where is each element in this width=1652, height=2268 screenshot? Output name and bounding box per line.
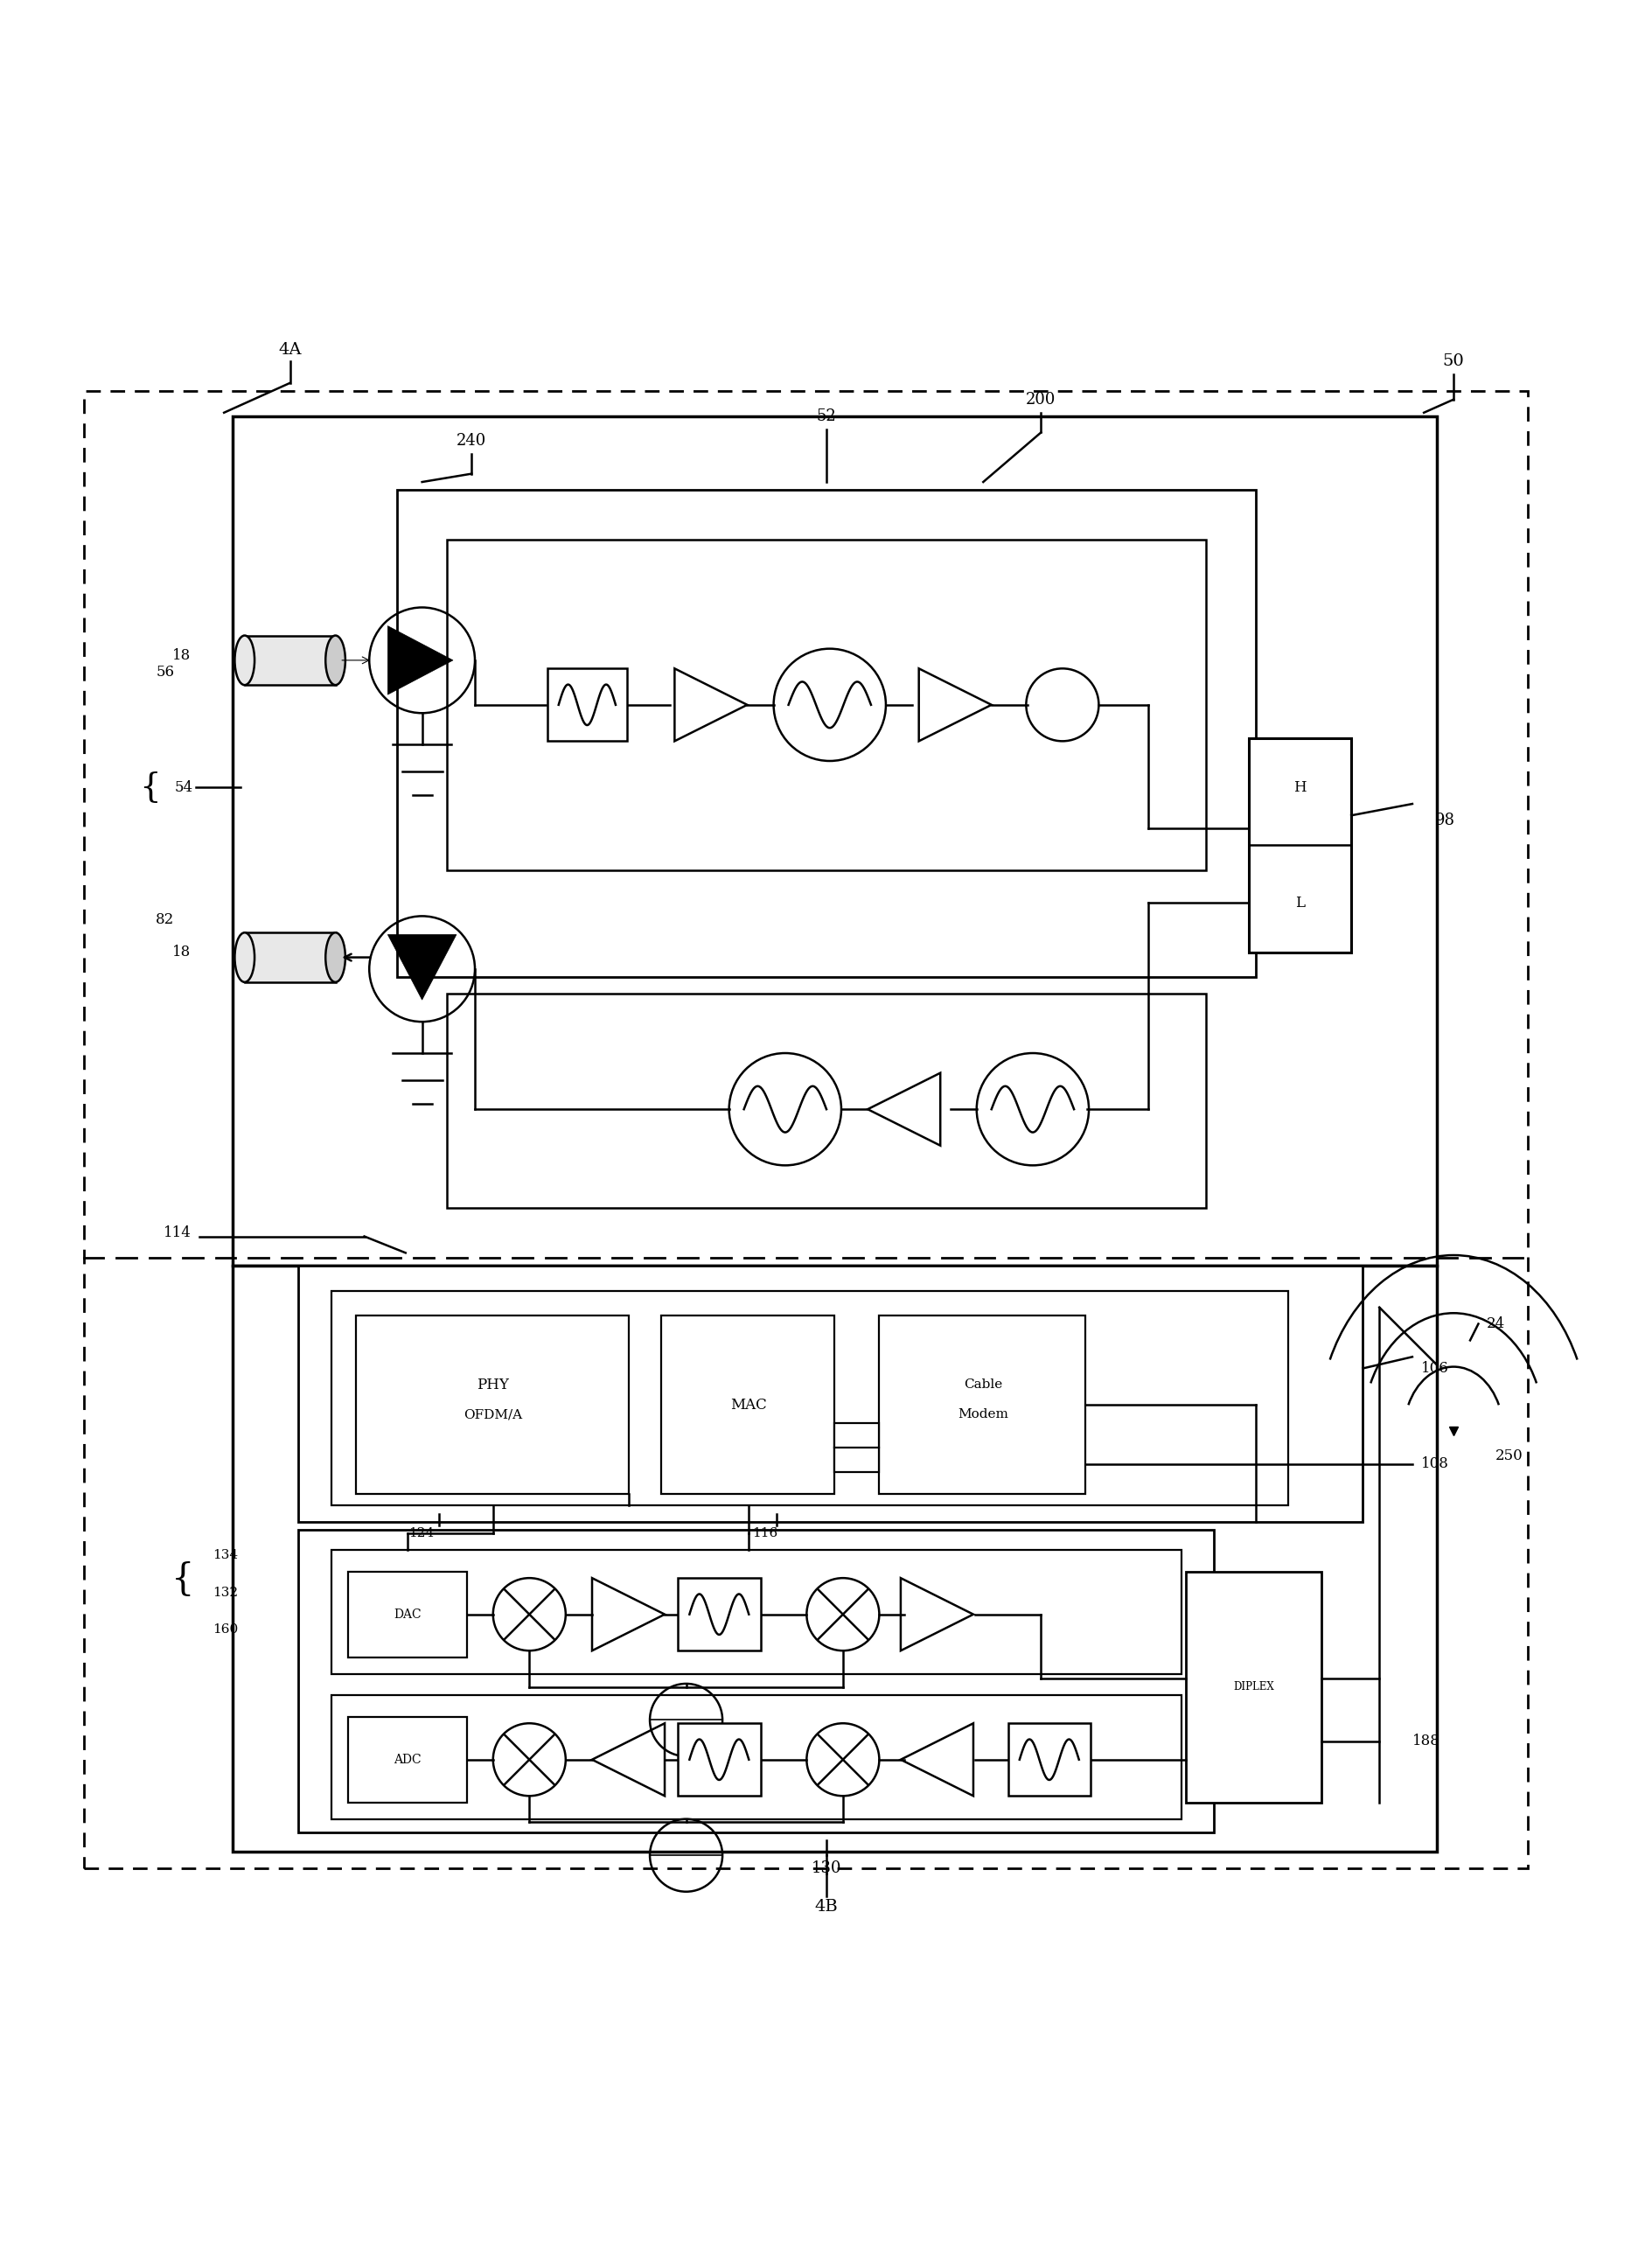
Bar bbox=[1186, 1572, 1322, 1803]
Bar bbox=[244, 635, 335, 685]
Bar bbox=[446, 993, 1206, 1209]
Text: 240: 240 bbox=[456, 433, 486, 449]
Bar bbox=[834, 1422, 879, 1472]
Bar bbox=[330, 1694, 1181, 1819]
Bar bbox=[244, 932, 335, 982]
Text: 188: 188 bbox=[1411, 1735, 1439, 1749]
Bar bbox=[297, 1531, 1214, 1833]
Text: DIPLEX: DIPLEX bbox=[1232, 1681, 1274, 1692]
Bar bbox=[355, 1315, 628, 1495]
Bar bbox=[547, 669, 626, 742]
Bar bbox=[1008, 1724, 1090, 1796]
Text: 52: 52 bbox=[816, 408, 836, 424]
Text: 108: 108 bbox=[1421, 1456, 1447, 1472]
Text: Cable: Cable bbox=[963, 1379, 1003, 1390]
Text: OFDM/A: OFDM/A bbox=[464, 1408, 522, 1420]
Text: 106: 106 bbox=[1421, 1361, 1447, 1377]
Text: 130: 130 bbox=[811, 1860, 841, 1876]
Text: 56: 56 bbox=[155, 665, 175, 678]
Text: 24: 24 bbox=[1485, 1315, 1505, 1331]
Text: 98: 98 bbox=[1434, 812, 1455, 828]
Bar bbox=[84, 390, 1526, 1869]
Text: MAC: MAC bbox=[730, 1397, 767, 1413]
Bar bbox=[446, 540, 1206, 871]
Text: L: L bbox=[1295, 896, 1303, 909]
Bar bbox=[879, 1315, 1085, 1495]
Text: DAC: DAC bbox=[393, 1608, 421, 1619]
Text: H: H bbox=[1294, 780, 1305, 794]
Text: {: { bbox=[172, 1560, 195, 1599]
Text: 200: 200 bbox=[1026, 392, 1056, 408]
Text: 50: 50 bbox=[1442, 354, 1464, 370]
Bar bbox=[347, 1717, 466, 1803]
Text: 114: 114 bbox=[164, 1225, 192, 1241]
Bar bbox=[347, 1572, 466, 1658]
Text: Modem: Modem bbox=[958, 1408, 1008, 1420]
Text: 132: 132 bbox=[213, 1588, 238, 1599]
Polygon shape bbox=[388, 934, 456, 1000]
Bar bbox=[330, 1290, 1289, 1506]
Text: 134: 134 bbox=[213, 1549, 238, 1560]
Text: 18: 18 bbox=[172, 649, 192, 662]
Ellipse shape bbox=[325, 932, 345, 982]
Bar bbox=[233, 1266, 1436, 1853]
Text: PHY: PHY bbox=[477, 1377, 509, 1393]
Text: ADC: ADC bbox=[393, 1753, 421, 1767]
Bar bbox=[661, 1315, 834, 1495]
Bar bbox=[677, 1724, 760, 1796]
Ellipse shape bbox=[235, 635, 254, 685]
Ellipse shape bbox=[325, 635, 345, 685]
Text: {: { bbox=[139, 771, 160, 803]
Text: 82: 82 bbox=[155, 912, 175, 928]
Bar bbox=[677, 1579, 760, 1651]
Text: 4A: 4A bbox=[278, 342, 301, 358]
Text: 4B: 4B bbox=[814, 1898, 838, 1914]
Text: 250: 250 bbox=[1493, 1449, 1521, 1463]
Bar bbox=[396, 490, 1256, 978]
Bar bbox=[233, 415, 1436, 1266]
Text: 116: 116 bbox=[752, 1526, 778, 1540]
Polygon shape bbox=[388, 626, 453, 694]
Ellipse shape bbox=[235, 932, 254, 982]
Text: 124: 124 bbox=[408, 1526, 434, 1540]
Text: 160: 160 bbox=[213, 1624, 238, 1635]
Text: 54: 54 bbox=[175, 780, 193, 794]
Text: 18: 18 bbox=[172, 946, 192, 959]
Bar bbox=[330, 1549, 1181, 1674]
Bar bbox=[1249, 737, 1351, 953]
Bar bbox=[297, 1266, 1363, 1522]
